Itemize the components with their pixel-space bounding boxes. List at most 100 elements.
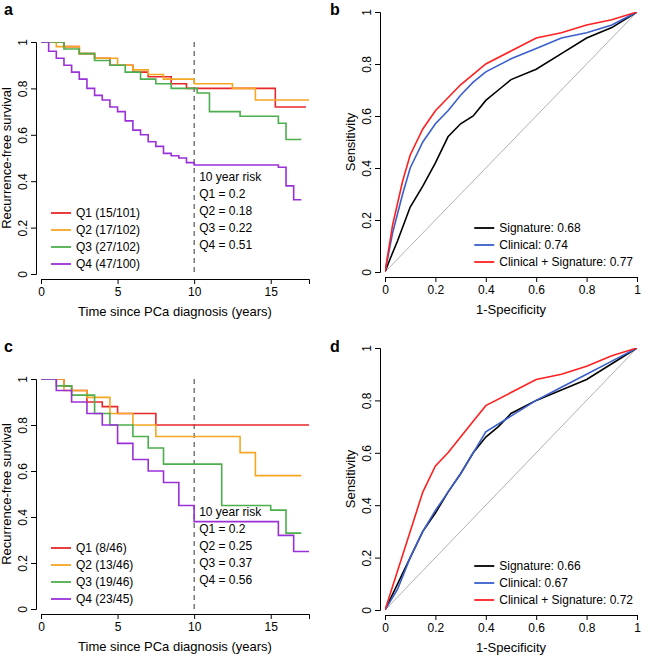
- y-tick: 0: [16, 606, 36, 613]
- series-line: [385, 12, 637, 272]
- plot-area: [41, 42, 309, 274]
- diagonal: [385, 12, 637, 272]
- legend: Q1 (8/46)Q2 (13/46)Q3 (19/46)Q4 (23/45): [51, 541, 133, 606]
- y-tick-mark: [31, 228, 36, 229]
- x-tick: 0.4: [478, 615, 495, 635]
- legend-swatch: [474, 227, 494, 229]
- legend-swatch: [51, 598, 71, 600]
- x-tick-label: 0.2: [428, 283, 445, 297]
- panel: c05101500.20.40.60.81Time since PCa diag…: [0, 338, 310, 654]
- x-tick-label: 0.6: [528, 621, 545, 635]
- x-tick-mark: [435, 277, 436, 282]
- y-tick-mark: [375, 400, 380, 401]
- x-tick: 10: [188, 279, 202, 299]
- legend-swatch: [51, 263, 71, 265]
- legend-label: Q2 (13/46): [76, 558, 133, 572]
- legend-label: Signature: 0.66: [499, 559, 581, 573]
- x-tick-mark: [486, 615, 487, 620]
- y-axis: 00.20.40.60.81: [360, 9, 381, 276]
- y-tick: 0.6: [360, 108, 380, 125]
- y-tick-mark: [31, 563, 36, 564]
- x-tick-label: 1: [634, 621, 641, 635]
- panel: a05101500.20.40.60.81Time since PCa diag…: [0, 1, 310, 319]
- plot-area: [385, 12, 637, 272]
- y-tick: 1: [360, 345, 380, 352]
- y-tick: 0.8: [360, 56, 380, 73]
- y-tick: 0.2: [360, 212, 380, 229]
- x-tick-mark: [435, 615, 436, 620]
- y-tick-label: 0.2: [360, 212, 374, 229]
- x-tick-label: 0: [38, 285, 45, 299]
- x-tick-mark: [536, 277, 537, 282]
- y-axis-title: Recurrence-free survival: [0, 423, 14, 565]
- x-tick-label: 0.8: [579, 621, 596, 635]
- y-tick-label: 0.6: [360, 108, 374, 125]
- series-line: [41, 42, 306, 107]
- annotation: Q3 = 0.22: [199, 221, 252, 235]
- panel-label: d: [330, 338, 340, 355]
- panel: b00.20.40.60.8100.20.40.60.811-Specifici…: [330, 1, 641, 317]
- legend-label: Clinical: 0.74: [499, 238, 568, 252]
- x-tick: 0.8: [579, 615, 596, 635]
- y-tick-label: 0.2: [16, 219, 30, 236]
- y-tick: 0.4: [16, 173, 36, 190]
- y-tick-mark: [31, 181, 36, 182]
- x-axis: 051015: [38, 279, 309, 299]
- annotation: Q1 = 0.2: [199, 522, 246, 536]
- y-axis: 00.20.40.60.81: [16, 39, 37, 278]
- y-tick-mark: [31, 425, 36, 426]
- annotation: 10 year risk: [199, 505, 262, 519]
- legend-swatch: [51, 564, 71, 566]
- series-line: [41, 42, 301, 139]
- x-tick-label: 10: [188, 285, 202, 299]
- x-tick: 0: [382, 277, 389, 297]
- x-tick-label: 0: [38, 620, 45, 634]
- x-tick-mark: [385, 277, 386, 282]
- x-axis-line: [42, 615, 310, 620]
- x-axis-title: 1-Specificity: [476, 640, 547, 655]
- x-tick: 0: [38, 614, 45, 634]
- x-axis: 00.20.40.60.81: [382, 277, 641, 297]
- y-tick-mark: [31, 274, 36, 275]
- y-tick-mark: [31, 88, 36, 89]
- y-axis-line: [375, 349, 381, 611]
- legend: Signature: 0.66Clinical: 0.67Clinical + …: [474, 559, 633, 607]
- legend-label: Q3 (27/102): [76, 240, 140, 254]
- x-tick-label: 5: [115, 620, 122, 634]
- x-tick-mark: [587, 615, 588, 620]
- y-tick-label: 0: [16, 271, 30, 278]
- legend-label: Clinical: 0.67: [499, 576, 568, 590]
- y-tick: 0.2: [16, 219, 36, 236]
- y-tick: 0.8: [16, 417, 36, 434]
- x-tick-mark: [385, 615, 386, 620]
- x-tick: 0.8: [579, 277, 596, 297]
- y-axis-title: Sensitivity: [343, 112, 358, 171]
- legend-label: Q3 (19/46): [76, 575, 133, 589]
- y-tick: 0.4: [16, 509, 36, 526]
- annotation: Q2 = 0.18: [199, 204, 252, 218]
- x-tick-label: 0.8: [579, 283, 596, 297]
- legend-label: Q1 (8/46): [76, 541, 127, 555]
- y-tick-label: 0.8: [360, 392, 374, 409]
- y-tick: 0.6: [16, 463, 36, 480]
- legend-swatch: [474, 599, 494, 601]
- legend-swatch: [474, 244, 494, 246]
- legend-swatch: [51, 212, 71, 214]
- y-tick-label: 0.4: [360, 497, 374, 514]
- y-tick: 0.8: [360, 392, 380, 409]
- y-tick-label: 0.6: [360, 445, 374, 462]
- y-tick-mark: [375, 64, 380, 65]
- y-tick-label: 0.6: [16, 127, 30, 144]
- annotation: Q2 = 0.25: [199, 539, 252, 553]
- y-tick-label: 1: [360, 9, 374, 16]
- y-tick: 0.4: [360, 160, 380, 177]
- y-tick-mark: [375, 168, 380, 169]
- legend-label: Q2 (17/102): [76, 223, 140, 237]
- reference-line: [194, 42, 195, 274]
- x-axis-line: [386, 616, 638, 621]
- y-tick: 0.2: [360, 549, 380, 566]
- y-tick-mark: [375, 348, 380, 349]
- y-tick: 0.6: [16, 127, 36, 144]
- y-tick: 0.4: [360, 497, 380, 514]
- x-axis-line: [386, 278, 638, 283]
